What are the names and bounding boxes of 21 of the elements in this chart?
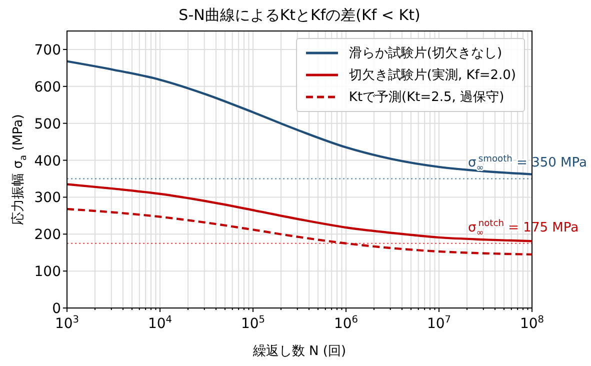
y-tick-label: 0: [52, 301, 61, 317]
y-tick-label: 600: [34, 79, 61, 96]
x-tick-label: 10$^{8}$: [520, 314, 544, 332]
legend-label: 滑らか試験片(切欠きなし): [348, 45, 502, 62]
y-tick-label: 200: [34, 227, 61, 244]
x-tick-label: 10$^{3}$: [54, 314, 80, 332]
y-tick-label: 700: [34, 42, 61, 58]
x-tick-label: 10$^{6}$: [334, 314, 358, 332]
chart-title: S-N曲線によるKtとKfの差(Kf < Kt): [178, 6, 422, 25]
y-tick-label: 100: [34, 264, 61, 280]
x-tick-label: 10$^{4}$: [148, 314, 172, 332]
legend-label: Ktで予測(Kt=2.5, 過保守): [348, 89, 504, 106]
ref-line-label: σ$_{∞}$$^{smooth}$ = 350 MPa: [468, 154, 587, 174]
y-tick-label: 500: [34, 116, 61, 132]
line-series: [67, 60, 532, 176]
x-tick-label: 10$^{5}$: [240, 314, 266, 332]
y-tick-label: 400: [34, 153, 61, 170]
x-axis-title: 繰返し数 N (回): [252, 344, 346, 359]
y-tick-label: 300: [34, 190, 61, 206]
legend-label: 切欠き試験片(実測, Kf=2.0): [348, 67, 516, 84]
x-tick-label: 10$^{7}$: [426, 314, 452, 332]
